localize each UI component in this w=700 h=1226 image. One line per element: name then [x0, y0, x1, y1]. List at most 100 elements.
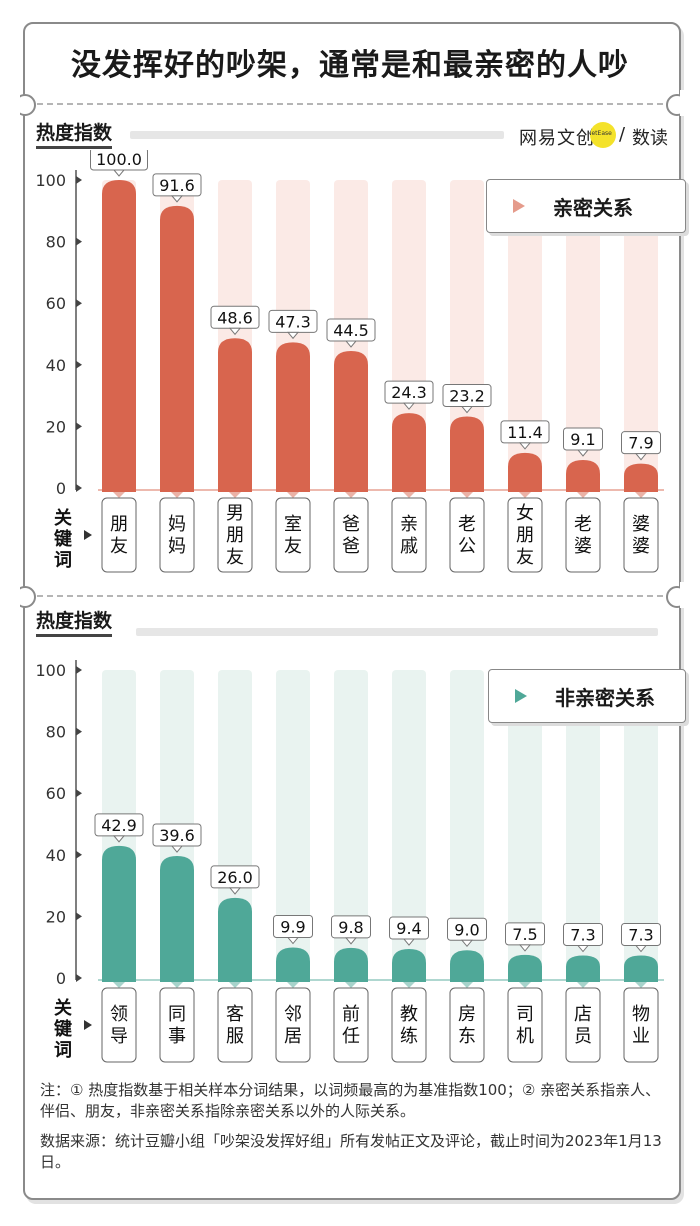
value-label-pointer [576, 945, 590, 953]
bar [160, 856, 194, 982]
category-label: 邻居 [284, 1004, 302, 1047]
category-pointer [229, 492, 241, 498]
value-label: 9.9 [280, 918, 305, 937]
category-card [217, 987, 253, 1063]
value-label-pointer [286, 937, 300, 945]
category-pointer [229, 982, 241, 988]
bar-background [508, 670, 542, 982]
page-title: 没发挥好的吵架，通常是和最亲密的人吵 [71, 48, 629, 83]
category-card [275, 497, 311, 573]
y-tick-label: 40 [46, 846, 66, 865]
bar [218, 338, 252, 492]
category-label: 老公 [458, 514, 476, 557]
category-card [159, 987, 195, 1063]
category-card [623, 987, 659, 1063]
value-label-pointer [112, 169, 126, 177]
category-pointer [287, 982, 299, 988]
value-label-pointer [344, 937, 358, 945]
bar-background [624, 670, 658, 982]
y-tick-mark [76, 666, 82, 674]
y-tick-mark [76, 360, 82, 369]
category-label: 同事 [168, 1004, 186, 1047]
value-label: 48.6 [217, 308, 253, 327]
category-card [623, 497, 659, 573]
bar-background [624, 180, 658, 492]
value-label-pointer [170, 845, 184, 853]
data-source: 数据来源：统计豆瓣小组「吵架没发挥好组」所有发帖正文及评论，截止时间为2023年… [40, 1132, 662, 1171]
value-label-pointer [518, 442, 532, 450]
bar [508, 452, 542, 492]
category-label: 前任 [342, 1004, 360, 1047]
category-label: 房东 [458, 1004, 476, 1047]
category-pointer [635, 492, 647, 498]
y-tick-label: 0 [56, 969, 66, 988]
value-label: 24.3 [391, 383, 427, 402]
value-label: 26.0 [217, 868, 253, 887]
chart2-title: 热度指数 [36, 610, 113, 637]
value-label-pointer [228, 327, 242, 336]
chart2-title-bar [136, 628, 658, 636]
category-pointer [635, 982, 647, 988]
bar [624, 955, 658, 982]
value-label-pointer [170, 195, 184, 203]
category-label: 亲戚 [400, 514, 418, 557]
category-card [101, 497, 137, 573]
category-pointer [403, 492, 415, 498]
category-card [159, 497, 195, 573]
value-label-pointer [112, 835, 126, 843]
bar-background [276, 670, 310, 982]
y-tick-mark [76, 237, 82, 246]
y-tick-label: 40 [46, 356, 66, 375]
category-pointer [461, 982, 473, 988]
value-label: 9.4 [396, 919, 421, 938]
bar [160, 205, 194, 492]
bar [508, 954, 542, 982]
y-tick-label: 60 [46, 294, 66, 313]
category-label: 婆婆 [632, 514, 650, 557]
value-label-pointer [344, 340, 358, 348]
category-card [391, 497, 427, 573]
category-label: 司机 [516, 1004, 534, 1047]
y-tick-label: 20 [46, 417, 66, 436]
notch-mask [680, 90, 690, 116]
y-tick-label: 20 [46, 907, 66, 926]
legend-non-intimate: 非亲密关系 [488, 669, 686, 723]
y-tick-label: 100 [35, 661, 66, 680]
value-label-pointer [286, 331, 300, 340]
brand-sub: 数读 [632, 128, 668, 149]
value-label-pointer [228, 887, 242, 895]
logo-dot-icon [590, 122, 616, 148]
category-card [449, 987, 485, 1063]
value-label: 9.0 [454, 920, 479, 939]
brand-logo: 网易文创 NetEase / 数读 [519, 122, 669, 150]
brand-separator: / [619, 124, 626, 145]
category-pointer [519, 492, 531, 498]
category-pointer [113, 492, 125, 498]
category-pointer [345, 492, 357, 498]
keyword-axis-label: 关键词 [53, 507, 72, 571]
value-label: 91.6 [159, 176, 195, 195]
bar [334, 350, 368, 492]
value-label-pointer [576, 449, 590, 457]
category-card [507, 987, 543, 1063]
value-label-pointer [634, 945, 648, 953]
category-card [565, 987, 601, 1063]
legend-intimate-label: 亲密关系 [553, 195, 633, 220]
y-tick-mark [76, 850, 82, 859]
y-tick-mark [76, 727, 82, 736]
value-label: 7.3 [628, 926, 653, 945]
bar [392, 413, 426, 492]
category-card [507, 497, 543, 573]
keyword-arrow-icon [84, 530, 92, 540]
value-label: 11.4 [507, 423, 543, 442]
category-card [275, 987, 311, 1063]
category-label: 老婆 [574, 514, 592, 557]
category-pointer [171, 982, 183, 988]
bar-background [392, 180, 426, 492]
category-card [101, 987, 137, 1063]
y-tick-mark [76, 789, 82, 798]
category-pointer [577, 492, 589, 498]
bar-background [566, 670, 600, 982]
bar-background [450, 180, 484, 492]
